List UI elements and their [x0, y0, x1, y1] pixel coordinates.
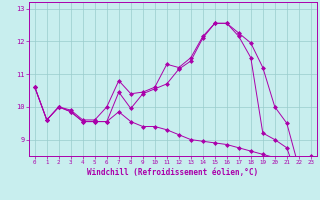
X-axis label: Windchill (Refroidissement éolien,°C): Windchill (Refroidissement éolien,°C): [87, 168, 258, 177]
